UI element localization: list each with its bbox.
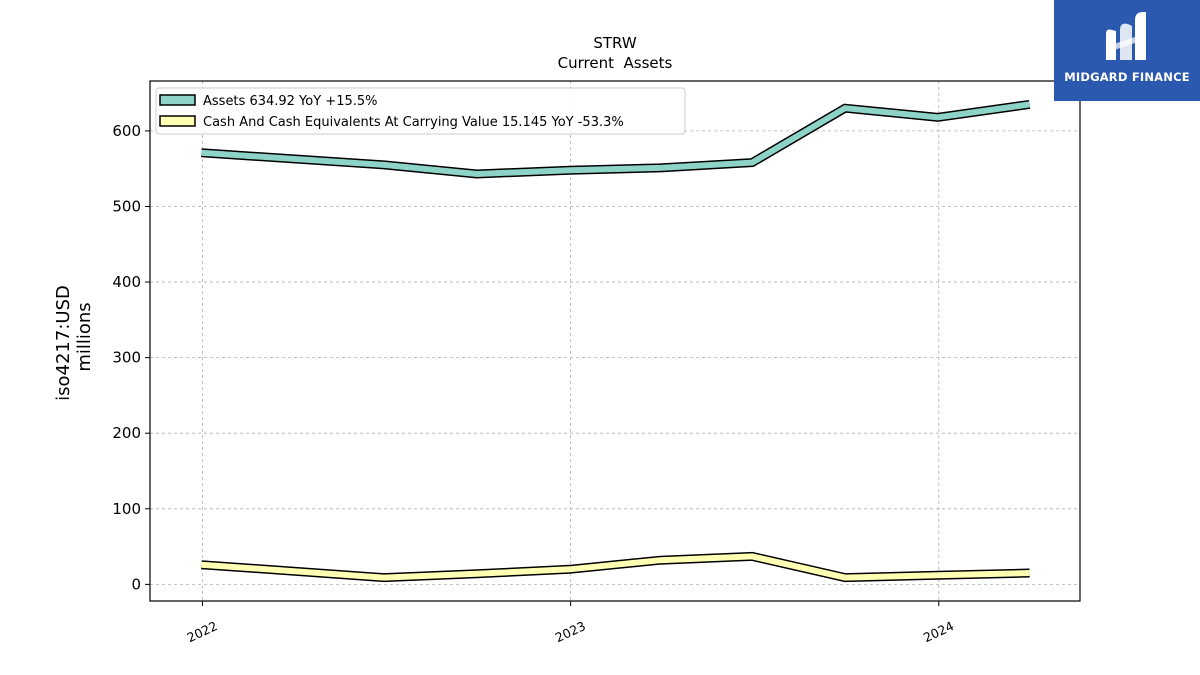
legend-label: Assets 634.92 YoY +15.5% [203,94,378,109]
x-tick-label: 2023 [553,618,588,645]
data-point [476,173,478,175]
legend-swatch [159,115,196,127]
data-point [751,555,753,557]
y-tick-label: 100 [112,500,141,518]
y-tick-label: 300 [112,349,141,367]
legend-swatch [159,94,196,106]
y-tick-label: 400 [112,273,141,291]
y-axis-label-line1: iso4217:USD [53,285,74,401]
series-layer [200,99,1031,583]
data-point [383,577,385,579]
data-point [937,116,939,118]
x-tick-label: 2024 [921,618,956,645]
y-tick-label: 200 [112,424,141,442]
data-point [200,152,202,154]
data-point [383,164,385,166]
midgard-finance-logo: MIDGARD FINANCE [1054,0,1200,101]
data-point [569,169,571,171]
chart-title: STRW [593,34,636,52]
logo-text: MIDGARD FINANCE [1064,70,1190,84]
data-point [844,107,846,109]
legend-box [155,87,686,135]
x-tick-label: 2022 [185,618,220,645]
data-point [200,564,202,566]
legend: Assets 634.92 YoY +15.5% Cash And Cash Eq… [155,87,686,135]
y-tick-label: 600 [112,122,141,140]
data-point [476,573,478,575]
chart-subtitle: Current Assets [558,54,673,72]
data-point [659,559,661,561]
y-axis-label-line2: millions [74,302,95,371]
y-tick-label: 500 [112,197,141,215]
plot-frame [149,80,1081,602]
data-point [937,574,939,576]
y-tick-label: 0 [131,575,141,593]
data-point [844,577,846,579]
data-point [1029,572,1031,574]
legend-label: Cash And Cash Equivalents At Carrying Va… [203,115,624,130]
data-point [751,162,753,164]
series-line [201,553,1030,581]
data-point [659,167,661,169]
logo-mark-icon [1106,12,1146,61]
data-point [1029,103,1031,105]
data-point [569,568,571,570]
